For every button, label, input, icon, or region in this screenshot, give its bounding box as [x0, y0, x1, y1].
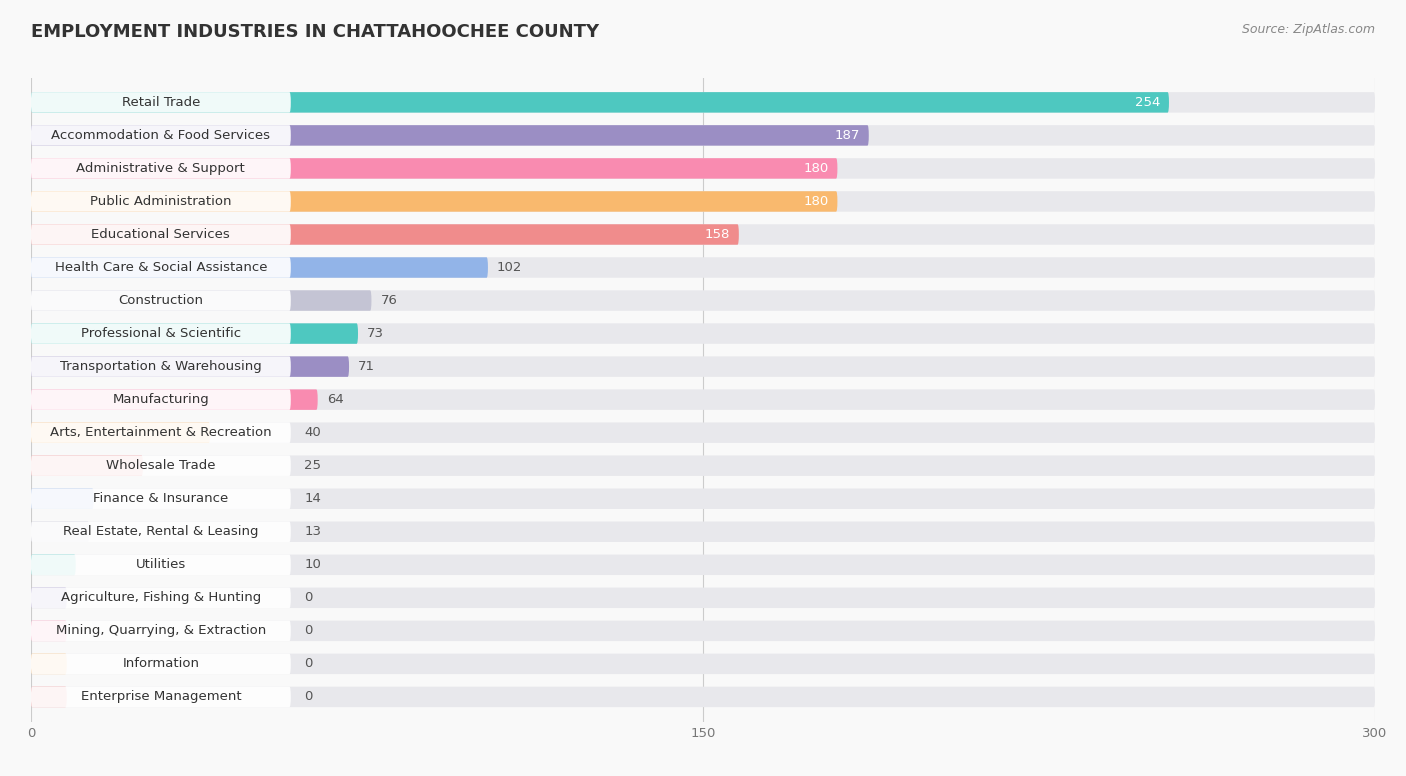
Text: Transportation & Warehousing: Transportation & Warehousing — [60, 360, 262, 373]
Text: 0: 0 — [304, 625, 312, 637]
Text: 187: 187 — [834, 129, 860, 142]
FancyBboxPatch shape — [31, 191, 291, 212]
Text: EMPLOYMENT INDUSTRIES IN CHATTAHOOCHEE COUNTY: EMPLOYMENT INDUSTRIES IN CHATTAHOOCHEE C… — [31, 23, 599, 41]
Text: 180: 180 — [803, 162, 828, 175]
Text: Real Estate, Rental & Leasing: Real Estate, Rental & Leasing — [63, 525, 259, 539]
FancyBboxPatch shape — [31, 587, 291, 608]
Text: 25: 25 — [304, 459, 321, 473]
FancyBboxPatch shape — [31, 324, 1375, 344]
FancyBboxPatch shape — [31, 224, 738, 244]
Text: Utilities: Utilities — [136, 558, 186, 571]
Text: Accommodation & Food Services: Accommodation & Food Services — [52, 129, 270, 142]
FancyBboxPatch shape — [31, 687, 1375, 707]
FancyBboxPatch shape — [31, 587, 66, 608]
FancyBboxPatch shape — [31, 488, 291, 509]
Text: Source: ZipAtlas.com: Source: ZipAtlas.com — [1241, 23, 1375, 36]
FancyBboxPatch shape — [31, 687, 66, 707]
FancyBboxPatch shape — [31, 158, 291, 178]
FancyBboxPatch shape — [31, 356, 1375, 377]
FancyBboxPatch shape — [31, 290, 1375, 311]
FancyBboxPatch shape — [31, 456, 143, 476]
FancyBboxPatch shape — [31, 258, 488, 278]
Text: Agriculture, Fishing & Hunting: Agriculture, Fishing & Hunting — [60, 591, 262, 605]
Text: 10: 10 — [304, 558, 321, 571]
Text: 102: 102 — [496, 261, 522, 274]
Text: Professional & Scientific: Professional & Scientific — [80, 327, 240, 340]
FancyBboxPatch shape — [31, 456, 1375, 476]
FancyBboxPatch shape — [31, 422, 291, 443]
Text: Manufacturing: Manufacturing — [112, 393, 209, 406]
Text: Construction: Construction — [118, 294, 204, 307]
FancyBboxPatch shape — [31, 92, 1168, 113]
FancyBboxPatch shape — [31, 555, 1375, 575]
Text: 0: 0 — [304, 691, 312, 703]
FancyBboxPatch shape — [31, 621, 66, 641]
Text: Mining, Quarrying, & Extraction: Mining, Quarrying, & Extraction — [56, 625, 266, 637]
FancyBboxPatch shape — [31, 125, 869, 146]
Text: Educational Services: Educational Services — [91, 228, 231, 241]
Text: 73: 73 — [367, 327, 384, 340]
FancyBboxPatch shape — [31, 587, 1375, 608]
FancyBboxPatch shape — [31, 125, 291, 146]
Text: Public Administration: Public Administration — [90, 195, 232, 208]
Text: 0: 0 — [304, 657, 312, 670]
FancyBboxPatch shape — [31, 191, 838, 212]
FancyBboxPatch shape — [31, 258, 291, 278]
Text: 158: 158 — [704, 228, 730, 241]
FancyBboxPatch shape — [31, 290, 291, 311]
FancyBboxPatch shape — [31, 422, 1375, 443]
FancyBboxPatch shape — [31, 521, 89, 542]
FancyBboxPatch shape — [31, 158, 838, 178]
FancyBboxPatch shape — [31, 125, 1375, 146]
FancyBboxPatch shape — [31, 555, 76, 575]
Text: Finance & Insurance: Finance & Insurance — [93, 492, 229, 505]
Text: Arts, Entertainment & Recreation: Arts, Entertainment & Recreation — [51, 426, 271, 439]
FancyBboxPatch shape — [31, 224, 291, 244]
Text: Health Care & Social Assistance: Health Care & Social Assistance — [55, 261, 267, 274]
FancyBboxPatch shape — [31, 653, 291, 674]
FancyBboxPatch shape — [31, 191, 1375, 212]
Text: 254: 254 — [1135, 96, 1160, 109]
FancyBboxPatch shape — [31, 158, 1375, 178]
FancyBboxPatch shape — [31, 621, 291, 641]
Text: Enterprise Management: Enterprise Management — [80, 691, 242, 703]
FancyBboxPatch shape — [31, 390, 291, 410]
Text: Wholesale Trade: Wholesale Trade — [105, 459, 215, 473]
FancyBboxPatch shape — [31, 687, 291, 707]
FancyBboxPatch shape — [31, 422, 209, 443]
FancyBboxPatch shape — [31, 390, 1375, 410]
FancyBboxPatch shape — [31, 488, 1375, 509]
Text: Information: Information — [122, 657, 200, 670]
FancyBboxPatch shape — [31, 521, 291, 542]
Text: 76: 76 — [381, 294, 398, 307]
FancyBboxPatch shape — [31, 621, 1375, 641]
FancyBboxPatch shape — [31, 521, 1375, 542]
FancyBboxPatch shape — [31, 356, 291, 377]
FancyBboxPatch shape — [31, 224, 1375, 244]
FancyBboxPatch shape — [31, 258, 1375, 278]
Text: Administrative & Support: Administrative & Support — [76, 162, 245, 175]
FancyBboxPatch shape — [31, 653, 1375, 674]
Text: 40: 40 — [304, 426, 321, 439]
FancyBboxPatch shape — [31, 555, 291, 575]
FancyBboxPatch shape — [31, 390, 318, 410]
Text: 0: 0 — [304, 591, 312, 605]
FancyBboxPatch shape — [31, 92, 1375, 113]
FancyBboxPatch shape — [31, 290, 371, 311]
Text: 71: 71 — [359, 360, 375, 373]
Text: 14: 14 — [304, 492, 321, 505]
Text: 180: 180 — [803, 195, 828, 208]
FancyBboxPatch shape — [31, 324, 359, 344]
Text: 13: 13 — [304, 525, 321, 539]
FancyBboxPatch shape — [31, 653, 66, 674]
Text: Retail Trade: Retail Trade — [122, 96, 200, 109]
Text: 64: 64 — [326, 393, 343, 406]
FancyBboxPatch shape — [31, 356, 349, 377]
FancyBboxPatch shape — [31, 92, 291, 113]
FancyBboxPatch shape — [31, 324, 291, 344]
FancyBboxPatch shape — [31, 488, 94, 509]
FancyBboxPatch shape — [31, 456, 291, 476]
